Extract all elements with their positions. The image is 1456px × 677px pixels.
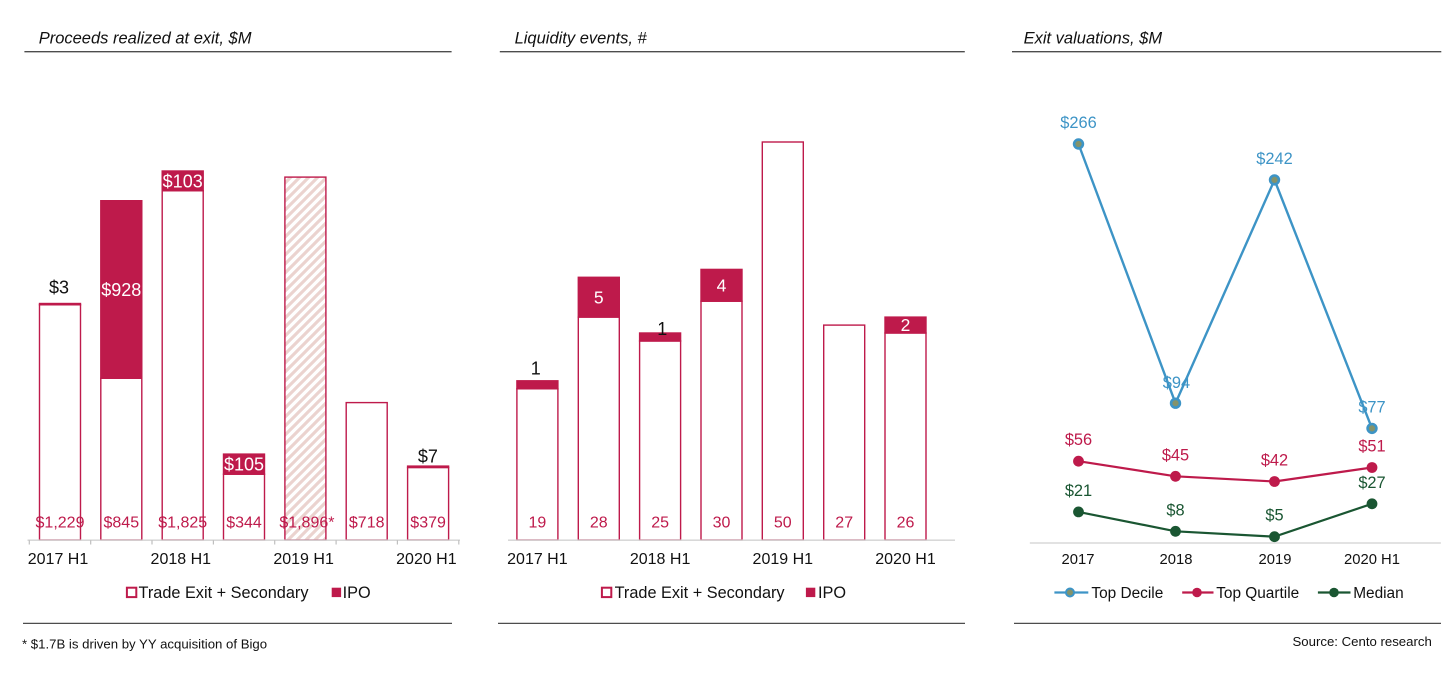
svg-text:$242: $242 bbox=[1256, 150, 1292, 168]
svg-text:Top Quartile: Top Quartile bbox=[1216, 585, 1299, 602]
svg-text:$77: $77 bbox=[1358, 398, 1385, 416]
svg-text:2017: 2017 bbox=[1062, 552, 1095, 568]
svg-text:$1,896*: $1,896* bbox=[279, 515, 334, 532]
svg-text:$845: $845 bbox=[104, 515, 140, 532]
svg-text:Top Decile: Top Decile bbox=[1091, 585, 1163, 602]
svg-text:* $1.7B is driven by YY acquis: * $1.7B is driven by YY acquisition of B… bbox=[22, 637, 267, 652]
svg-text:Trade Exit + Secondary: Trade Exit + Secondary bbox=[139, 584, 310, 602]
svg-text:2020 H1: 2020 H1 bbox=[875, 551, 936, 568]
svg-text:2018 H1: 2018 H1 bbox=[151, 551, 212, 568]
svg-text:$5: $5 bbox=[1265, 507, 1283, 525]
svg-text:2018 H1: 2018 H1 bbox=[630, 551, 691, 568]
svg-text:Proceeds realized at exit, $M: Proceeds realized at exit, $M bbox=[39, 29, 252, 47]
svg-text:$51: $51 bbox=[1358, 438, 1385, 456]
svg-text:50: 50 bbox=[774, 515, 792, 532]
svg-text:IPO: IPO bbox=[818, 584, 846, 602]
svg-text:2018: 2018 bbox=[1160, 552, 1193, 568]
svg-text:2019 H1: 2019 H1 bbox=[753, 551, 814, 568]
svg-text:27: 27 bbox=[835, 515, 853, 532]
svg-text:2017 H1: 2017 H1 bbox=[28, 551, 89, 568]
svg-text:2019 H1: 2019 H1 bbox=[273, 551, 334, 568]
svg-text:$42: $42 bbox=[1261, 452, 1288, 470]
svg-text:5: 5 bbox=[594, 287, 604, 307]
svg-text:4: 4 bbox=[717, 275, 727, 295]
svg-text:2020 H1: 2020 H1 bbox=[396, 551, 457, 568]
svg-text:26: 26 bbox=[897, 515, 915, 532]
svg-text:IPO: IPO bbox=[343, 584, 371, 602]
svg-text:$105: $105 bbox=[224, 455, 264, 475]
svg-text:Liquidity events, #: Liquidity events, # bbox=[515, 29, 648, 47]
svg-text:$8: $8 bbox=[1166, 501, 1184, 519]
svg-text:Median: Median bbox=[1353, 585, 1403, 602]
svg-text:Exit valuations, $M: Exit valuations, $M bbox=[1024, 29, 1163, 47]
svg-text:2019: 2019 bbox=[1259, 552, 1292, 568]
svg-text:$7: $7 bbox=[418, 446, 438, 466]
svg-text:1: 1 bbox=[657, 319, 667, 339]
svg-text:$103: $103 bbox=[163, 172, 203, 192]
svg-text:$266: $266 bbox=[1060, 114, 1096, 132]
svg-text:$928: $928 bbox=[101, 280, 141, 300]
svg-text:$56: $56 bbox=[1065, 431, 1092, 449]
svg-text:$21: $21 bbox=[1065, 482, 1092, 500]
svg-text:28: 28 bbox=[590, 515, 608, 532]
svg-text:19: 19 bbox=[529, 515, 547, 532]
svg-text:$718: $718 bbox=[349, 515, 385, 532]
svg-text:$94: $94 bbox=[1163, 374, 1190, 392]
svg-text:2020 H1: 2020 H1 bbox=[1344, 552, 1400, 568]
svg-text:$1,825: $1,825 bbox=[158, 515, 207, 532]
svg-text:30: 30 bbox=[713, 515, 731, 532]
svg-text:$379: $379 bbox=[410, 515, 446, 532]
svg-text:Source: Cento research: Source: Cento research bbox=[1293, 634, 1432, 649]
svg-text:$344: $344 bbox=[226, 515, 262, 532]
svg-text:Trade Exit + Secondary: Trade Exit + Secondary bbox=[615, 584, 786, 602]
svg-text:$27: $27 bbox=[1358, 474, 1385, 492]
svg-text:1: 1 bbox=[531, 359, 541, 379]
svg-text:2: 2 bbox=[901, 315, 911, 335]
svg-text:$1,229: $1,229 bbox=[36, 515, 85, 532]
svg-text:2017 H1: 2017 H1 bbox=[507, 551, 568, 568]
svg-text:25: 25 bbox=[651, 515, 669, 532]
svg-text:$3: $3 bbox=[49, 278, 69, 298]
svg-text:$45: $45 bbox=[1162, 446, 1189, 464]
